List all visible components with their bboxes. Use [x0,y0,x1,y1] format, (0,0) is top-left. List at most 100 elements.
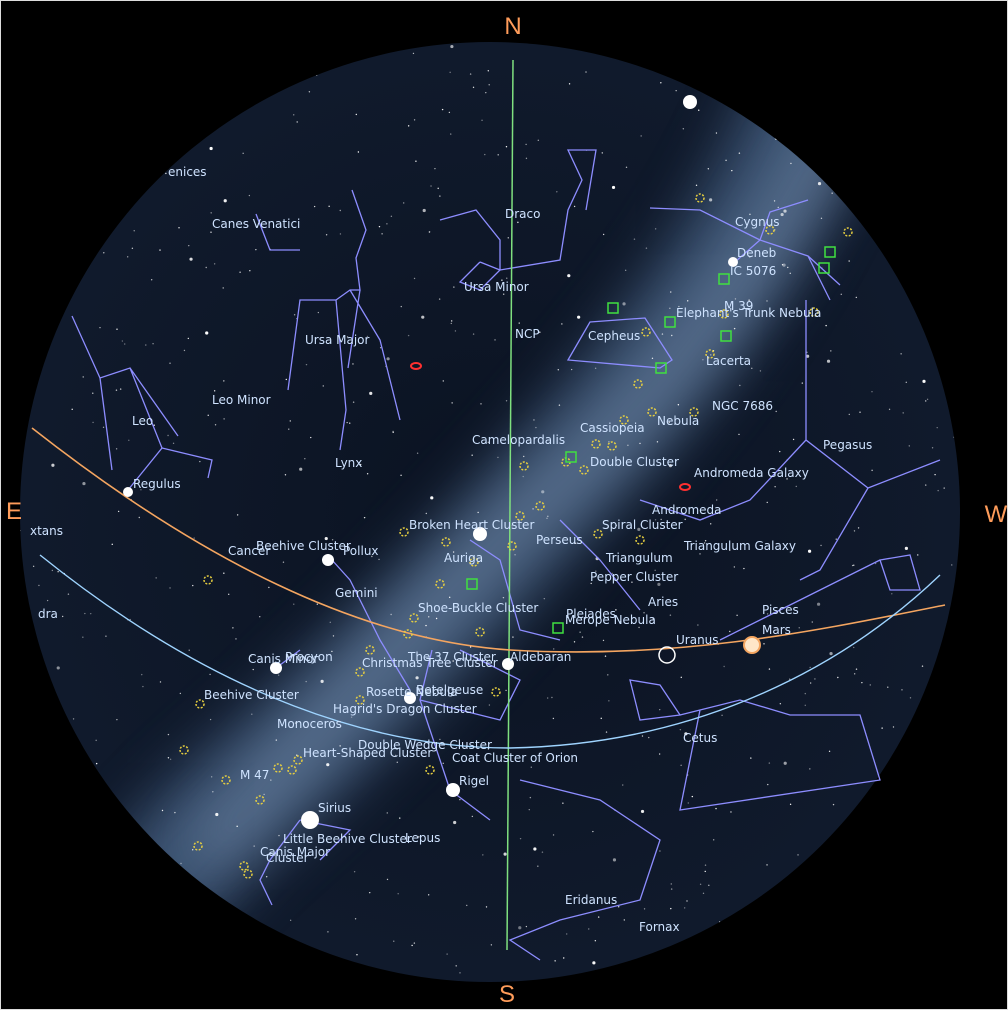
sky-label: Christmas Tree Cluster [362,656,498,670]
star [787,266,789,269]
star [413,942,416,944]
star [934,473,936,476]
star [654,519,657,521]
star [781,264,784,266]
star [751,367,753,370]
labels: N S E W enices Canes Venatici Draco Cygnus D… [6,13,1008,1008]
star [390,613,392,616]
star [209,673,211,676]
star [643,612,645,614]
star [411,944,413,947]
star [682,128,685,130]
star [455,965,457,967]
star [270,779,272,781]
star [768,762,771,764]
star [579,631,581,633]
star [581,636,584,638]
cluster-marker [579,465,589,475]
star [804,692,806,695]
sky-label: Draco [505,207,540,221]
sky-label: Cetus [683,731,717,745]
star [556,191,558,193]
star [152,343,154,345]
star [840,293,842,296]
sky-label: Canes Venatici [212,217,300,231]
star [293,314,296,316]
star [814,678,816,680]
milky-way [86,59,877,947]
star [105,635,107,637]
star [178,227,180,229]
star [684,518,686,521]
star [142,685,144,688]
star [530,766,532,768]
star [837,676,839,679]
star [502,596,505,599]
sky-label: Monoceros [277,717,342,731]
star [789,803,792,806]
star [567,274,571,278]
star [592,830,594,833]
star [825,324,827,327]
star [648,736,650,739]
star [766,613,769,615]
star [608,700,610,702]
star [657,582,661,586]
star [329,621,331,624]
sky-label: Leo [132,414,153,428]
star [386,812,388,814]
celestial-equator [39,554,941,749]
star [869,684,871,686]
star [908,445,910,447]
star [331,650,333,653]
star [602,233,605,236]
star [533,847,537,851]
star [67,593,70,595]
star [418,836,420,838]
star [670,907,672,910]
sky-label: Ursa Minor [464,280,529,294]
star [253,845,255,847]
star [651,357,654,360]
star [622,784,624,786]
cluster-marker [243,869,253,879]
star [159,249,161,251]
nebula-marker [720,330,732,342]
star [299,467,303,471]
star [937,489,939,492]
star [699,883,702,886]
star [57,570,59,573]
nebula-marker [824,246,836,258]
sky-label: Double Wedge Cluster [358,738,492,752]
star [400,474,402,476]
star [466,904,468,907]
star [782,263,786,267]
star [775,410,777,413]
star [615,524,617,526]
star [507,237,509,239]
star [212,791,214,793]
star [699,553,701,555]
star [430,185,432,187]
star [922,379,926,383]
star [472,86,475,89]
star [611,185,616,190]
star [369,891,371,894]
star [488,84,490,86]
star [522,475,524,478]
star [400,305,402,308]
star [503,852,507,856]
star [871,469,873,472]
star [734,298,737,300]
star [355,113,358,116]
sky-label: Pisces [762,603,799,617]
star [505,146,508,148]
star [442,380,444,382]
star [497,456,499,459]
star [138,516,140,519]
cluster-marker [355,667,365,677]
star [848,260,850,262]
star [356,954,358,956]
star [99,326,101,329]
